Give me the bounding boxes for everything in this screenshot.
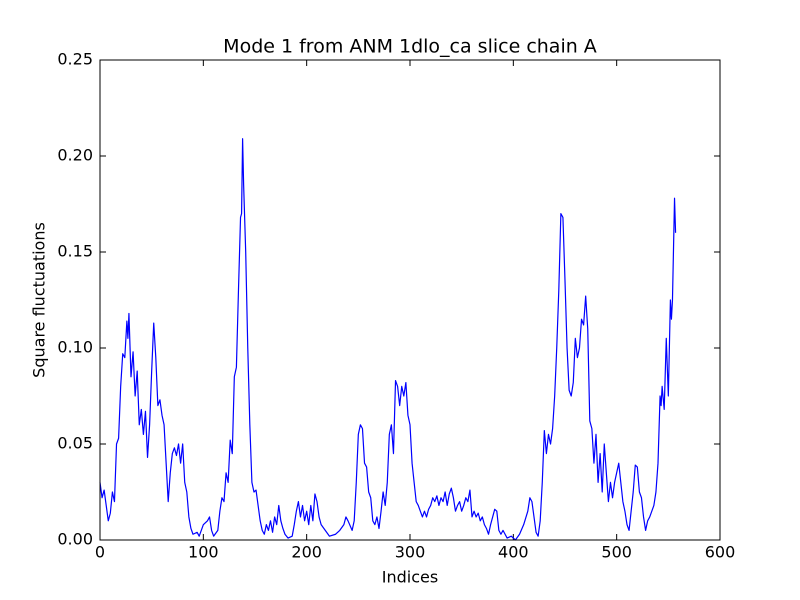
y-axis-label: Square fluctuations <box>30 222 49 378</box>
y-tick-label: 0.05 <box>57 434 93 453</box>
x-tick-label: 300 <box>395 543 426 562</box>
x-tick-label: 400 <box>498 543 529 562</box>
x-axis-label: Indices <box>382 568 438 587</box>
data-line <box>99 138 677 541</box>
chart-title: Mode 1 from ANM 1dlo_ca slice chain A <box>223 36 597 58</box>
x-tick-label: 0 <box>95 543 105 562</box>
x-tick-label: 100 <box>188 543 219 562</box>
x-tick-label: 200 <box>291 543 322 562</box>
y-tick-label: 0.20 <box>57 146 93 165</box>
y-tick-label: 0.10 <box>57 338 93 357</box>
x-tick-label: 600 <box>705 543 736 562</box>
x-tick-label: 500 <box>601 543 632 562</box>
y-tick-label: 0.00 <box>57 530 93 549</box>
y-tick-label: 0.25 <box>57 50 93 69</box>
plot-frame <box>99 59 721 541</box>
y-tick-label: 0.15 <box>57 242 93 261</box>
